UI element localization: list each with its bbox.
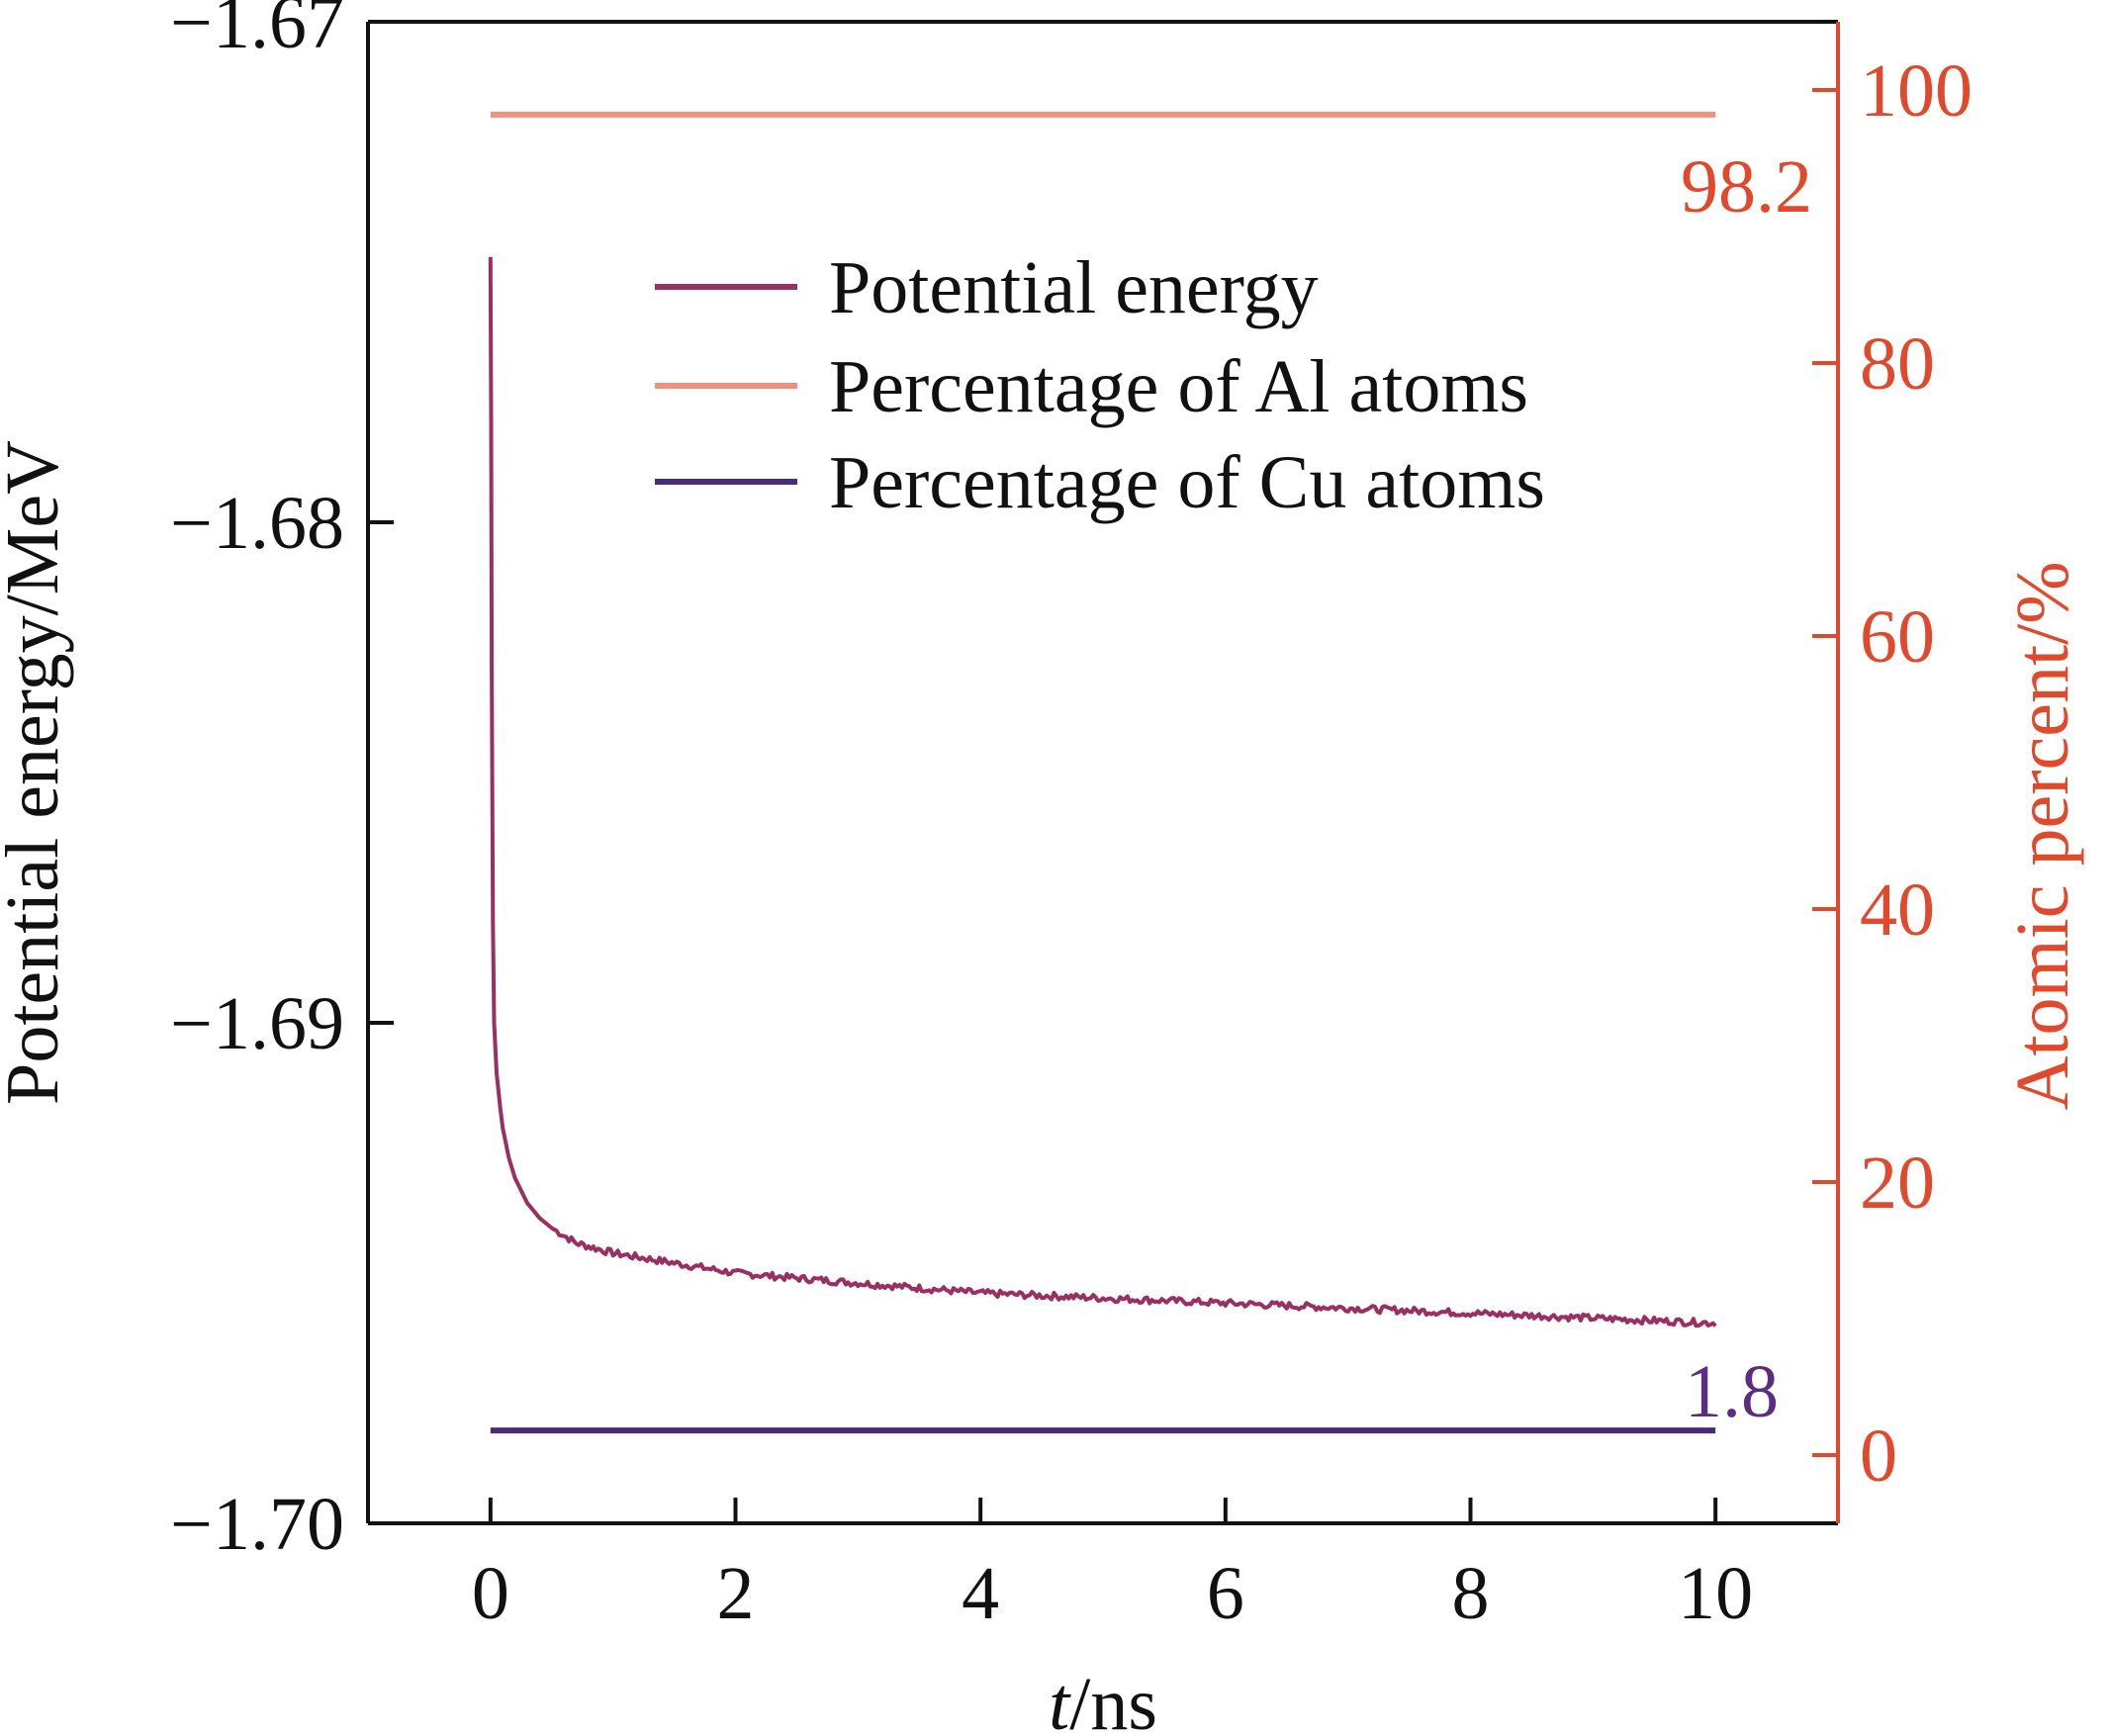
right-tick-label-100: 100 xyxy=(1860,49,1973,133)
series-potential-energy xyxy=(488,256,1717,1328)
annotation-al-value: 98.2 xyxy=(1681,145,1812,228)
ticks-layer: 0 2 4 6 8 10 −1.67 −1.68 −1.69 −1.70 0 20 40 60 80 100 xyxy=(170,0,1973,1635)
series-layer xyxy=(488,111,1717,1434)
annotation-cu-value: 1.8 xyxy=(1685,1350,1779,1433)
left-tick-label-2: −1.69 xyxy=(170,982,344,1065)
left-tick-label-0: −1.67 xyxy=(170,0,344,64)
x-tick-label-2: 2 xyxy=(717,1552,755,1635)
plot-frame-layer xyxy=(366,20,1840,1525)
right-tick-label-0: 0 xyxy=(1860,1415,1897,1498)
x-axis-title-variable: t xyxy=(1049,1663,1071,1736)
x-axis-title: t/ns xyxy=(1049,1663,1157,1736)
x-tick-label-4: 4 xyxy=(962,1552,999,1635)
legend: Potential energy Percentage of Al atoms … xyxy=(655,246,1545,524)
legend-label-al-atoms: Percentage of Al atoms xyxy=(829,345,1528,428)
x-tick-label-10: 10 xyxy=(1678,1552,1753,1635)
x-tick-label-6: 6 xyxy=(1207,1552,1244,1635)
right-tick-label-40: 40 xyxy=(1860,868,1935,952)
right-tick-label-60: 60 xyxy=(1860,595,1935,679)
left-tick-label-3: −1.70 xyxy=(170,1483,344,1566)
left-tick-label-1: −1.68 xyxy=(170,482,344,565)
y-axis-left-title: Potential energy/MeV xyxy=(0,440,74,1105)
right-tick-label-80: 80 xyxy=(1860,322,1935,406)
legend-label-cu-atoms: Percentage of Cu atoms xyxy=(829,441,1545,524)
right-tick-label-20: 20 xyxy=(1860,1142,1935,1225)
x-tick-label-0: 0 xyxy=(472,1552,509,1635)
x-axis-title-unit: /ns xyxy=(1069,1663,1157,1736)
y-axis-right-title: Atomic percent/% xyxy=(2001,561,2084,1110)
legend-label-potential-energy: Potential energy xyxy=(829,246,1319,329)
x-tick-label-8: 8 xyxy=(1452,1552,1490,1635)
